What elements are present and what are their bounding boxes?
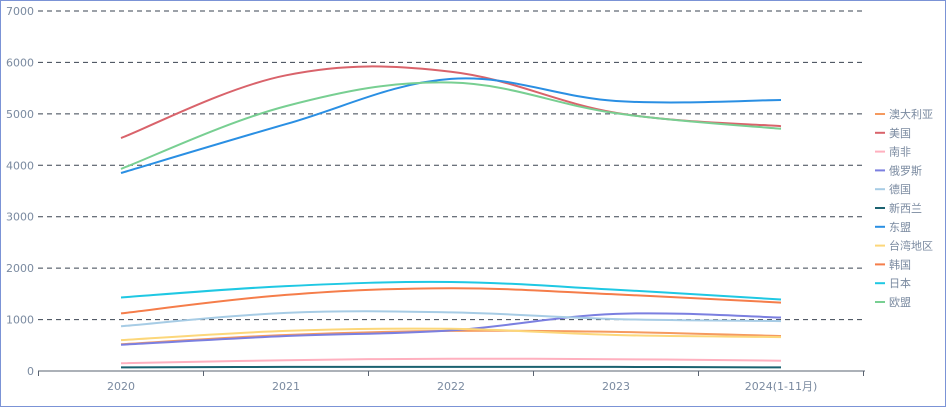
legend-label: 南非	[889, 146, 911, 159]
legend-label: 日本	[889, 276, 911, 290]
legend-item[interactable]: 德国	[875, 182, 911, 196]
y-tick-label: 4000	[6, 159, 34, 172]
legend-label: 美国	[889, 127, 911, 140]
legend-label: 欧盟	[889, 296, 911, 309]
series-line-0[interactable]	[120, 329, 782, 346]
x-tick-label: 2020	[107, 380, 135, 393]
legend-label: 韩国	[889, 257, 911, 271]
series-line-3[interactable]	[120, 312, 782, 346]
legend-label: 新西兰	[889, 201, 922, 215]
series-line-7[interactable]	[120, 327, 782, 342]
y-tick-label: 3000	[6, 211, 34, 224]
legend-item[interactable]: 欧盟	[875, 296, 911, 309]
legend-label: 东盟	[889, 221, 911, 234]
x-tick-label: 2021	[272, 380, 300, 393]
x-tick-label: 2023	[602, 380, 630, 393]
legend-label: 澳大利亚	[889, 107, 933, 121]
legend-item[interactable]: 俄罗斯	[875, 164, 922, 177]
legend-label: 台湾地区	[889, 239, 933, 253]
series-line-6[interactable]	[120, 77, 782, 174]
series-line-8[interactable]	[120, 287, 782, 315]
y-tick-label: 0	[27, 365, 34, 378]
y-tick-label: 6000	[6, 56, 34, 69]
y-tick-label: 5000	[6, 108, 34, 121]
axes: 0 1000 2000 3000 4000 5000 6000 7000 2020 2021 202…	[6, 5, 865, 393]
series-line-10[interactable]	[120, 81, 782, 170]
legend-item[interactable]: 韩国	[875, 257, 911, 271]
grid-lines	[38, 10, 865, 321]
legend-label: 德国	[889, 182, 911, 196]
y-tick-label: 2000	[6, 262, 34, 275]
series-line-5[interactable]	[120, 365, 782, 369]
series-line-2[interactable]	[120, 357, 782, 365]
series-line-9[interactable]	[120, 280, 782, 301]
y-tick-label: 1000	[6, 314, 34, 327]
series-lines	[120, 65, 782, 369]
legend-item[interactable]: 日本	[875, 276, 911, 290]
x-tick-label: 2022	[437, 380, 465, 393]
legend-item[interactable]: 美国	[875, 127, 911, 140]
legend-item[interactable]: 东盟	[875, 221, 911, 234]
legend-item[interactable]: 新西兰	[875, 201, 922, 215]
series-line-4[interactable]	[120, 310, 782, 328]
y-tick-label: 7000	[6, 5, 34, 18]
x-tick-label: 2024(1-11月)	[745, 380, 818, 393]
legend-label: 俄罗斯	[889, 164, 922, 177]
legend-item[interactable]: 澳大利亚	[875, 107, 933, 121]
legend-item[interactable]: 南非	[875, 146, 911, 159]
legend-item[interactable]: 台湾地区	[875, 239, 933, 253]
